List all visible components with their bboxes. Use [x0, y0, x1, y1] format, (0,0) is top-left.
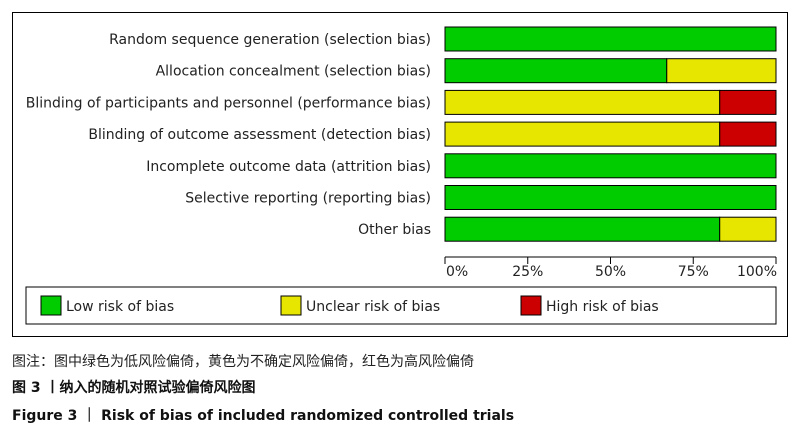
chart-canvas: Random sequence generation (selection bi… [25, 26, 777, 325]
category-label: Allocation concealment (selection bias) [156, 64, 431, 80]
bar-segment [444, 121, 721, 147]
category-label: Blinding of participants and personnel (… [26, 95, 431, 111]
bar-segment [444, 216, 721, 242]
bar-segment [666, 58, 777, 84]
legend-swatch [520, 295, 542, 316]
category-label: Other bias [358, 222, 431, 238]
bar-segment [719, 89, 777, 115]
risk-of-bias-chart: Random sequence generation (selection bi… [12, 12, 788, 337]
legend-label: Low risk of bias [66, 299, 174, 315]
legend-label: High risk of bias [546, 299, 659, 315]
legend-label: Unclear risk of bias [306, 299, 440, 315]
bar-segment [444, 89, 721, 115]
bar-segment [444, 26, 777, 52]
bar-segment [719, 216, 777, 242]
x-tick-label: 75% [678, 264, 709, 280]
bar-segment [444, 185, 777, 210]
category-label: Selective reporting (reporting bias) [185, 191, 431, 207]
bar-segment [444, 58, 668, 84]
category-label: Blinding of outcome assessment (detectio… [88, 127, 431, 143]
category-label: Incomplete outcome data (attrition bias) [146, 159, 431, 175]
bar-segment [444, 153, 777, 179]
category-label: Random sequence generation (selection bi… [109, 32, 431, 48]
bar-segment [719, 121, 777, 147]
legend-swatch [40, 295, 62, 316]
x-tick-label: 100% [737, 264, 777, 280]
figure-title-en: Figure 3 ｜ Risk of bias of included rand… [12, 408, 515, 424]
x-tick-label: 0% [446, 264, 468, 280]
legend-swatch [280, 295, 302, 316]
x-tick-label: 25% [512, 264, 543, 280]
legend-box [25, 286, 777, 325]
x-tick-label: 50% [595, 264, 626, 280]
figure-note: 图注：图中绿色为低风险偏倚，黄色为不确定风险偏倚，红色为高风险偏倚 [12, 354, 474, 370]
figure-title-cn: 图 3 丨纳入的随机对照试验偏倚风险图 [12, 380, 256, 396]
